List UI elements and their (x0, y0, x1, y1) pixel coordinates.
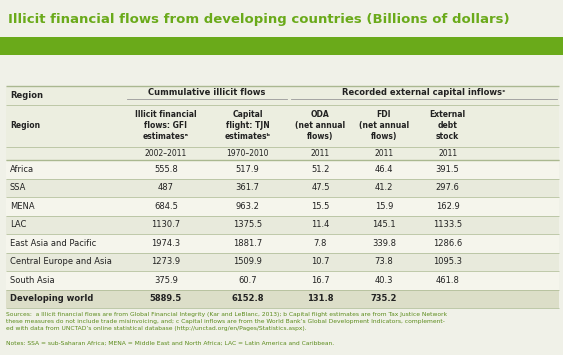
Text: Central Europe and Asia: Central Europe and Asia (10, 257, 112, 266)
Text: 1509.9: 1509.9 (233, 257, 262, 266)
Bar (6, 179, 559, 197)
Text: 47.5: 47.5 (311, 183, 329, 192)
Text: 361.7: 361.7 (236, 183, 260, 192)
Text: Africa: Africa (10, 165, 34, 174)
Text: 1130.7: 1130.7 (151, 220, 180, 229)
Text: 1273.9: 1273.9 (151, 257, 180, 266)
Bar (6, 160, 559, 179)
Text: 7.8: 7.8 (314, 239, 327, 248)
Bar (6, 215, 559, 234)
Text: 6152.8: 6152.8 (231, 294, 264, 303)
Text: Notes: SSA = sub-Saharan Africa; MENA = Middle East and North Africa; LAC = Lati: Notes: SSA = sub-Saharan Africa; MENA = … (6, 341, 334, 346)
Text: 339.8: 339.8 (372, 239, 396, 248)
Text: 46.4: 46.4 (375, 165, 393, 174)
Bar (6, 104, 559, 147)
Text: ODA
(net annual
flows): ODA (net annual flows) (296, 110, 346, 141)
Text: 517.9: 517.9 (236, 165, 260, 174)
Text: 1133.5: 1133.5 (433, 220, 462, 229)
Text: SSA: SSA (10, 183, 26, 192)
Text: 1095.3: 1095.3 (433, 257, 462, 266)
Text: 15.5: 15.5 (311, 202, 329, 211)
Text: 40.3: 40.3 (375, 276, 393, 285)
Bar (6, 234, 559, 252)
Text: 963.2: 963.2 (236, 202, 260, 211)
Text: South Asia: South Asia (10, 276, 55, 285)
Text: Illicit financial
flows: GFI
estimatesᵃ: Illicit financial flows: GFI estimatesᵃ (135, 110, 196, 141)
Text: Developing world: Developing world (10, 294, 93, 303)
Text: 375.9: 375.9 (154, 276, 178, 285)
Text: 461.8: 461.8 (436, 276, 459, 285)
Text: 2011: 2011 (311, 149, 330, 158)
Text: Illicit financial flows from developing countries (Billions of dollars): Illicit financial flows from developing … (8, 13, 510, 26)
Text: 15.9: 15.9 (375, 202, 393, 211)
Text: 162.9: 162.9 (436, 202, 459, 211)
Bar (6, 86, 559, 104)
Text: 1881.7: 1881.7 (233, 239, 262, 248)
Text: 60.7: 60.7 (238, 276, 257, 285)
Text: 131.8: 131.8 (307, 294, 334, 303)
Text: 735.2: 735.2 (370, 294, 397, 303)
Text: Region: Region (10, 121, 40, 130)
Bar (6, 252, 559, 271)
Text: 555.8: 555.8 (154, 165, 178, 174)
Text: 2002–2011: 2002–2011 (145, 149, 187, 158)
Text: East Asia and Pacific: East Asia and Pacific (10, 239, 96, 248)
Text: 16.7: 16.7 (311, 276, 330, 285)
Text: 10.7: 10.7 (311, 257, 329, 266)
Text: 391.5: 391.5 (436, 165, 459, 174)
Text: 1970–2010: 1970–2010 (226, 149, 269, 158)
Text: 5889.5: 5889.5 (150, 294, 182, 303)
Text: Region: Region (10, 91, 43, 99)
Text: 2011: 2011 (438, 149, 457, 158)
Text: Recorded external capital inflowsᶜ: Recorded external capital inflowsᶜ (342, 88, 506, 97)
Text: 297.6: 297.6 (436, 183, 459, 192)
Text: 41.2: 41.2 (375, 183, 393, 192)
Bar (6, 289, 559, 308)
Text: 73.8: 73.8 (374, 257, 394, 266)
Text: 51.2: 51.2 (311, 165, 329, 174)
Text: MENA: MENA (10, 202, 35, 211)
Text: 487: 487 (158, 183, 174, 192)
Text: 1286.6: 1286.6 (433, 239, 462, 248)
Text: External
debt
stock: External debt stock (430, 110, 466, 141)
Text: 1375.5: 1375.5 (233, 220, 262, 229)
Text: 2011: 2011 (374, 149, 394, 158)
Text: Cummulative illicit flows: Cummulative illicit flows (148, 88, 265, 97)
Bar (6, 197, 559, 215)
Text: LAC: LAC (10, 220, 26, 229)
Text: Capital
flight: TJN
estimatesᵇ: Capital flight: TJN estimatesᵇ (225, 110, 271, 141)
Bar (6, 147, 559, 160)
Text: 145.1: 145.1 (372, 220, 396, 229)
Bar (6, 271, 559, 289)
Bar (0, 37, 563, 55)
Text: 684.5: 684.5 (154, 202, 178, 211)
Text: FDI
(net annual
flows): FDI (net annual flows) (359, 110, 409, 141)
Text: Sources:  a Illicit financial flows are from Global Financial Integrity (Kar and: Sources: a Illicit financial flows are f… (6, 312, 447, 331)
Text: 1974.3: 1974.3 (151, 239, 180, 248)
Text: 11.4: 11.4 (311, 220, 329, 229)
